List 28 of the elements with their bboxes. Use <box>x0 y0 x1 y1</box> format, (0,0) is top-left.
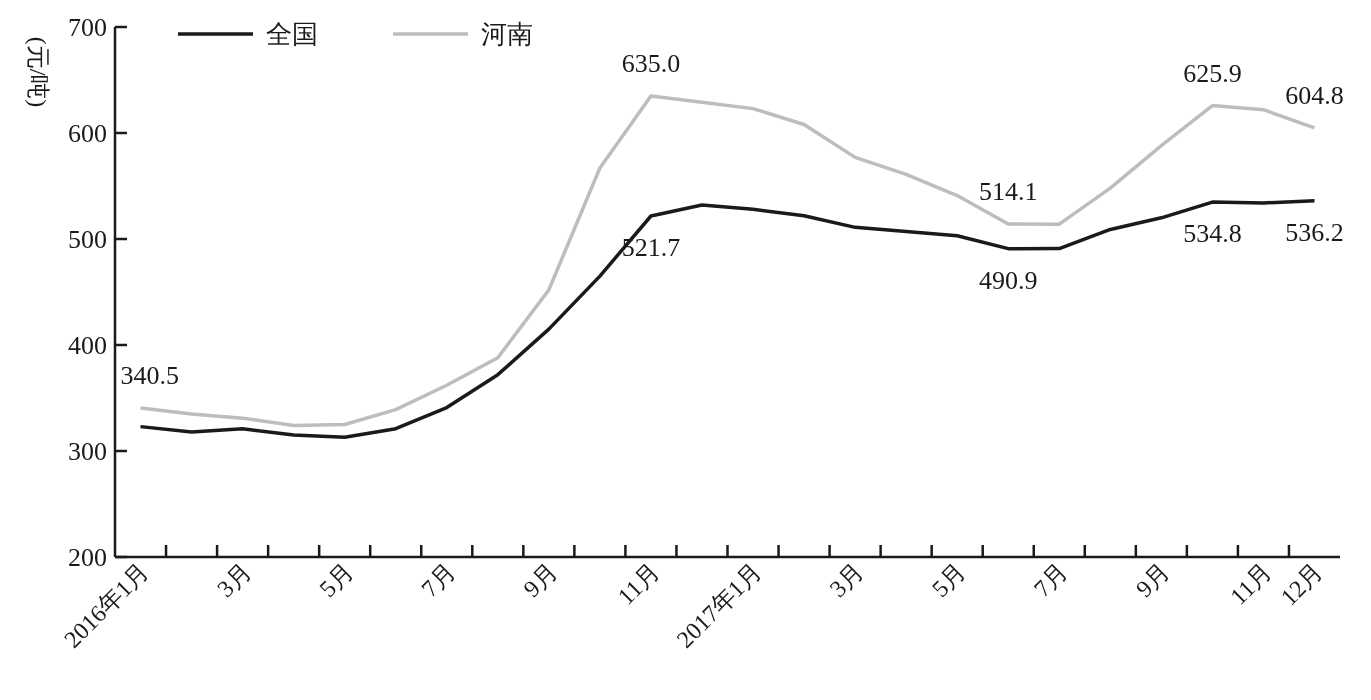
data-label: 490.9 <box>978 265 1038 295</box>
y-axis-title: (元/吨) <box>24 36 51 108</box>
data-label: 625.9 <box>1183 58 1242 88</box>
data-label: 340.5 <box>120 361 180 391</box>
x-tick-label: 9月 <box>518 558 563 602</box>
x-tick-label: 5月 <box>314 558 359 602</box>
y-tick-label: 300 <box>68 437 107 467</box>
y-tick-label: 500 <box>68 225 107 255</box>
x-tick-label: 7月 <box>1028 558 1073 602</box>
y-tick-label: 200 <box>68 543 107 573</box>
data-label: 604.8 <box>1285 80 1344 110</box>
data-label: 514.1 <box>978 177 1038 207</box>
legend-label: 河南 <box>481 19 533 50</box>
data-label: 536.2 <box>1285 217 1344 247</box>
x-tick-label: 9月 <box>1130 558 1175 602</box>
x-tick-label: 3月 <box>212 558 257 602</box>
x-tick-label: 3月 <box>824 558 869 602</box>
data-label: 534.8 <box>1183 219 1242 249</box>
x-tick-label: 7月 <box>416 558 461 602</box>
y-tick-label: 400 <box>68 331 107 361</box>
x-tick-label: 5月 <box>926 558 971 602</box>
y-tick-label: 600 <box>68 119 107 149</box>
x-tick-label: 12月 <box>1275 558 1328 611</box>
data-label: 635.0 <box>621 48 681 78</box>
y-tick-label: 700 <box>68 13 107 43</box>
x-tick-label: 11月 <box>1225 558 1277 610</box>
legend-label: 全国 <box>266 19 318 50</box>
x-tick-label: 11月 <box>612 558 665 610</box>
